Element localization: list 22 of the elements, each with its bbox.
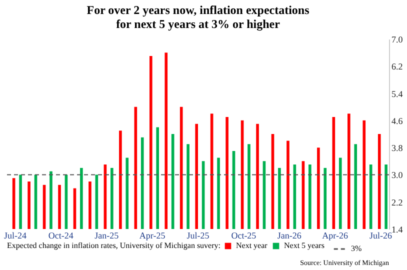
x-tick-label: Apr-26 (322, 230, 348, 240)
x-tick-label: Jan-25 (94, 230, 120, 240)
legend-label: Next year (236, 241, 268, 250)
x-tick-label: Oct-24 (48, 230, 74, 240)
y-tick-label: 3.0 (392, 170, 404, 180)
y-tick-label: 7.0 (392, 34, 404, 44)
y-tick-label: 4.6 (392, 116, 404, 126)
legend-title: Expected change in inflation rates, University of Michigan suvery: (7, 241, 220, 250)
legend-label: 3% (351, 244, 362, 253)
x-tick-label: Jul-25 (186, 230, 210, 240)
y-tick-label: 2.2 (392, 197, 403, 208)
y-tick-label: 6.2 (392, 62, 403, 72)
x-tick-label: Jan-26 (277, 230, 302, 240)
legend-label: Next 5 years (284, 241, 324, 250)
y-tick-label: 5.4 (392, 88, 404, 99)
x-tick-label: Jul-26 (370, 230, 393, 240)
y-tick-label: 1.4 (392, 224, 404, 234)
x-tick-label: Apr-25 (139, 230, 166, 240)
x-tick-label: Oct-25 (231, 230, 257, 240)
y-tick-label: 3.8 (392, 143, 404, 154)
chart-title: For over 2 years now, inflation expectations for next 5 years at 3% or higher (86, 3, 310, 31)
x-tick-label: Jul-24 (4, 230, 27, 240)
